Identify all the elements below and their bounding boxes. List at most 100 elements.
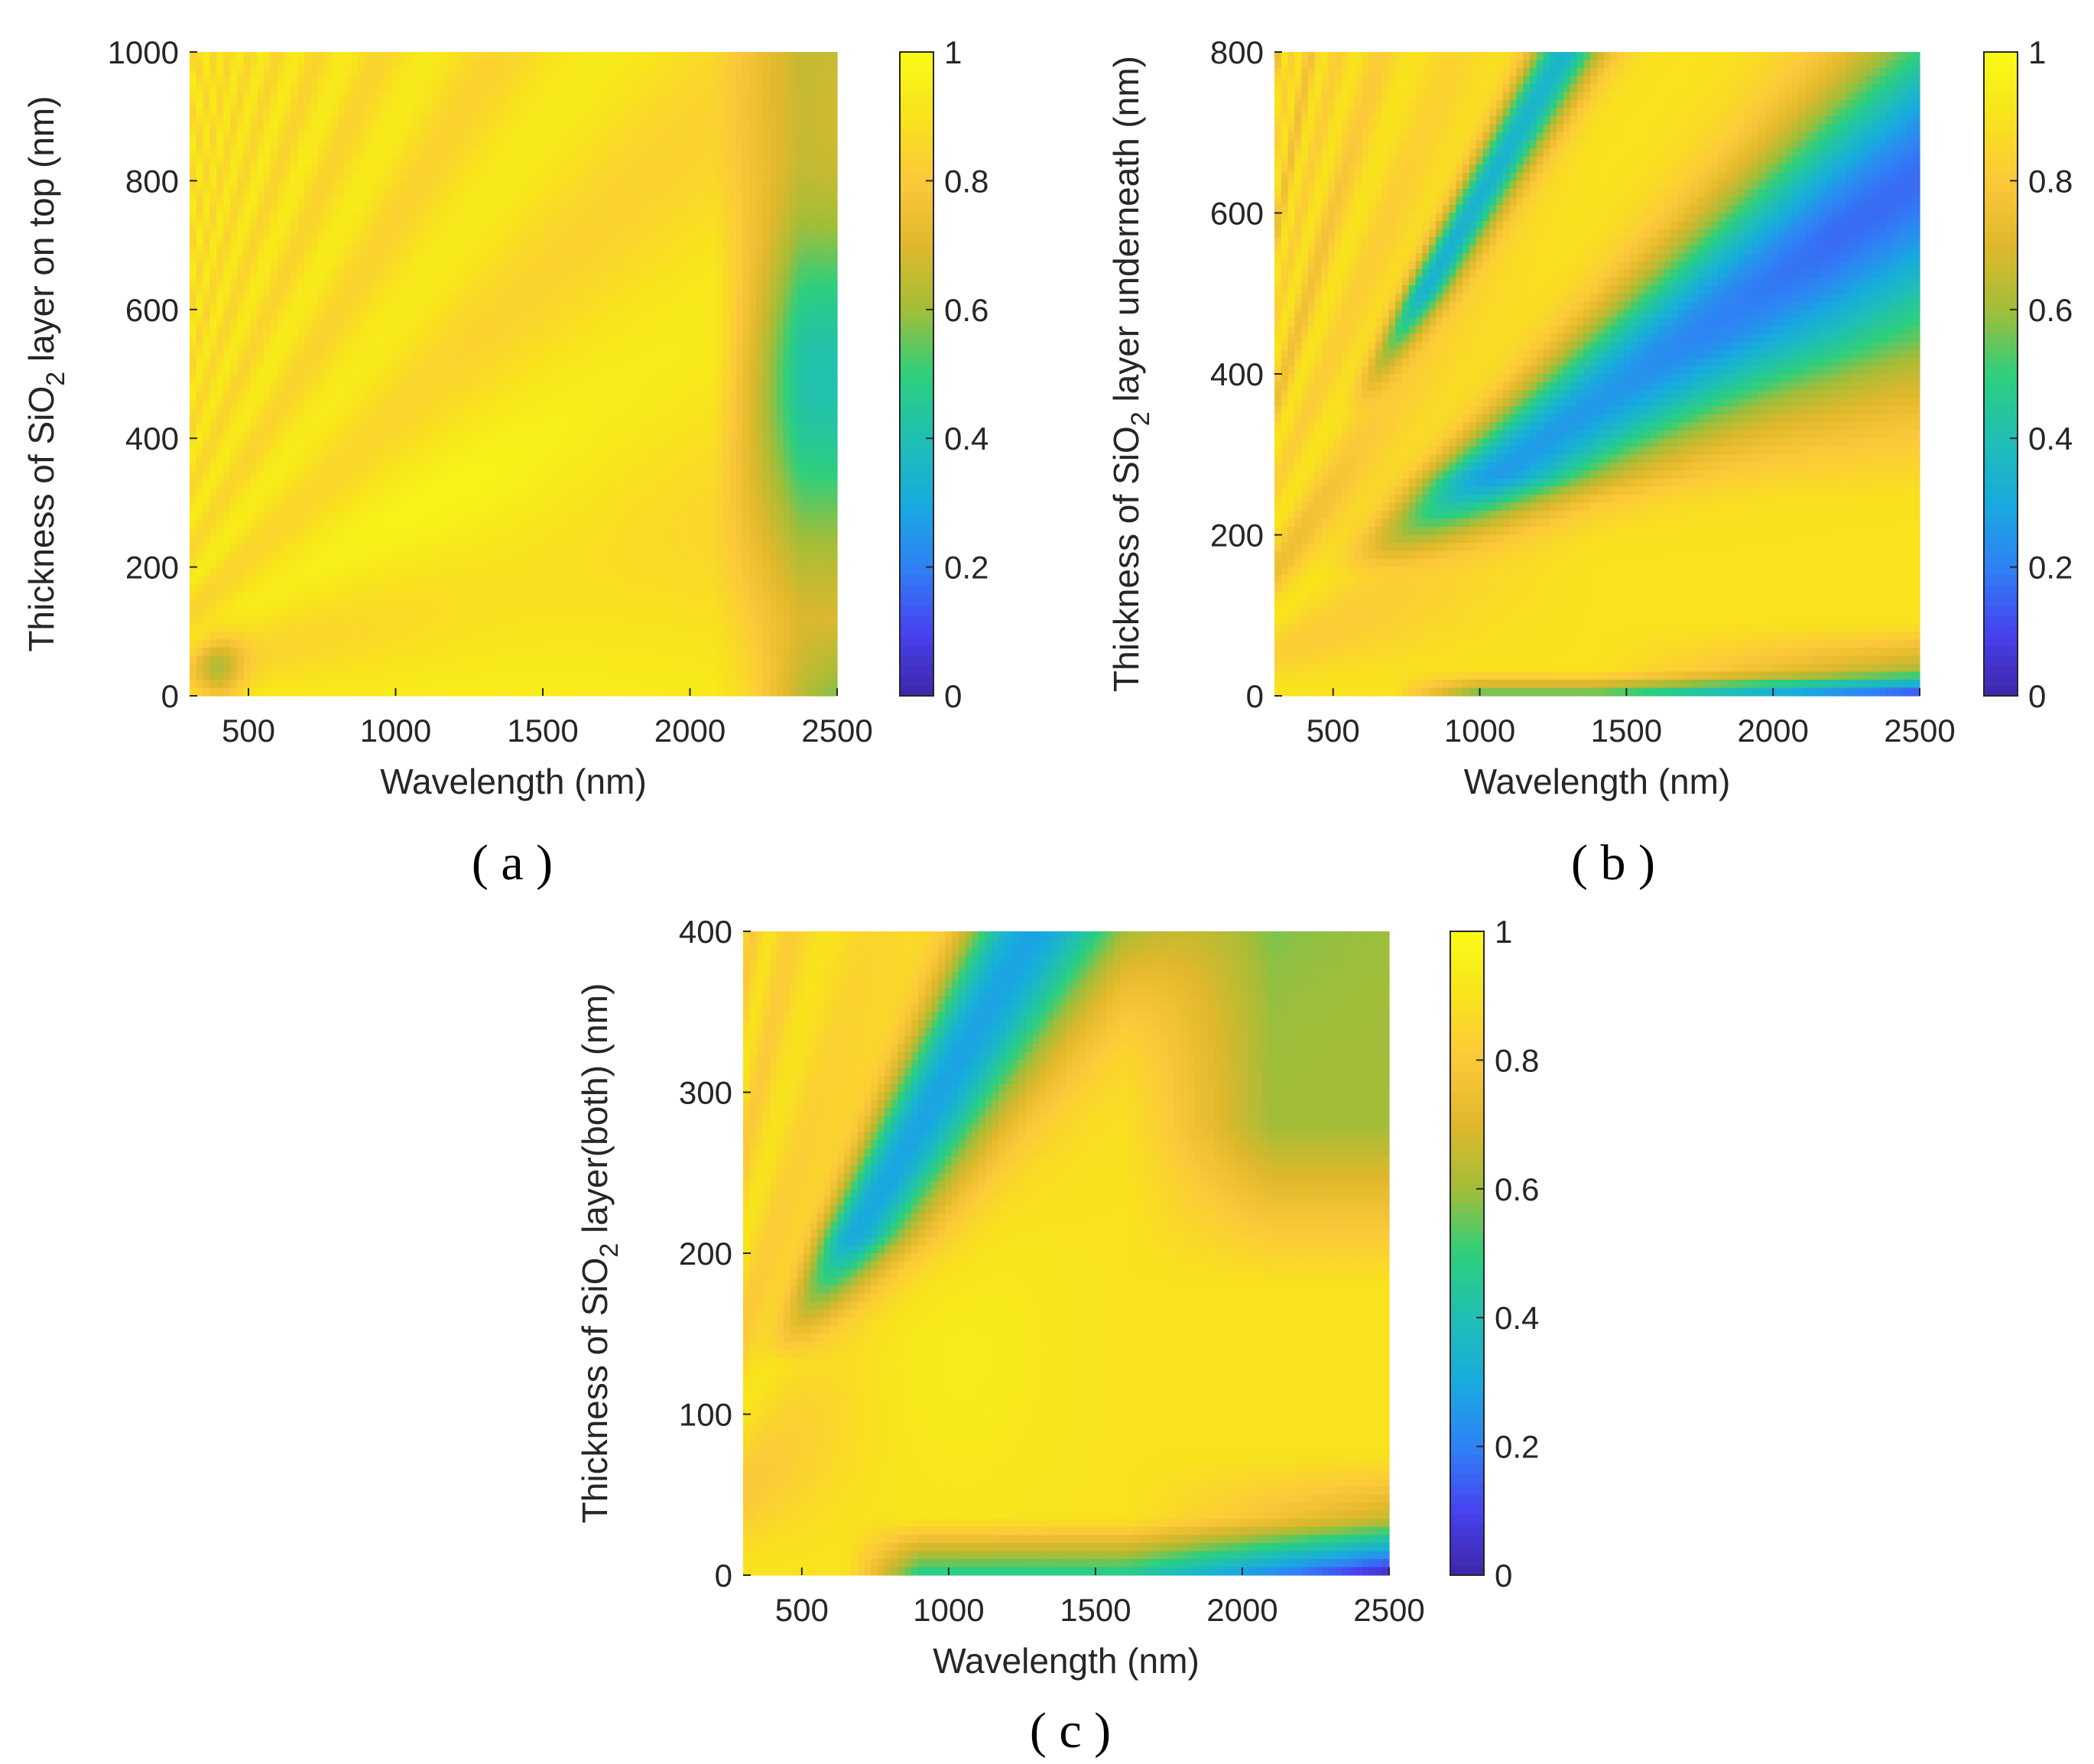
heatmap-cell <box>601 109 608 117</box>
heatmap-cell <box>203 157 210 165</box>
heatmap-cell <box>378 84 385 93</box>
heatmap-cell <box>486 60 493 69</box>
heatmap-cell <box>635 157 641 165</box>
heatmap-cell <box>324 205 331 213</box>
heatmap-cell <box>359 164 365 173</box>
heatmap-cell <box>689 100 696 109</box>
heatmap-cell <box>244 141 251 149</box>
heatmap-cell <box>703 164 709 173</box>
heatmap-cell <box>742 100 749 109</box>
heatmap-cell <box>641 109 648 117</box>
heatmap-cell <box>520 141 527 149</box>
heatmap-cell <box>433 173 440 181</box>
heatmap-cell <box>507 189 514 197</box>
heatmap-cell <box>291 141 297 149</box>
heatmap-cell <box>668 141 675 149</box>
heatmap-cell <box>648 93 655 101</box>
heatmap-cell <box>459 132 466 141</box>
heatmap-cell <box>291 93 297 101</box>
heatmap-cell <box>311 164 318 173</box>
heatmap-cell <box>412 148 419 157</box>
heatmap-cell <box>271 141 278 149</box>
heatmap-cell <box>777 141 784 149</box>
heatmap-cell <box>419 180 426 189</box>
heatmap-cell <box>736 173 743 181</box>
heatmap-cell <box>230 157 237 165</box>
heatmap-cell <box>216 132 223 141</box>
heatmap-cell <box>756 84 763 93</box>
heatmap-cell <box>763 189 770 197</box>
heatmap-cell <box>749 164 756 173</box>
heatmap-cell <box>405 141 412 149</box>
heatmap-cell <box>264 84 271 93</box>
heatmap-cell <box>264 197 271 205</box>
heatmap-cell <box>742 132 749 141</box>
heatmap-cell <box>405 76 412 85</box>
heatmap-cell <box>622 189 628 197</box>
heatmap-cell <box>318 164 325 173</box>
heatmap-cell <box>722 157 729 165</box>
heatmap-cell <box>763 100 770 109</box>
heatmap-cell <box>541 148 547 157</box>
heatmap-cell <box>352 205 359 213</box>
heatmap-cell <box>648 68 655 76</box>
heatmap-cell <box>608 157 615 165</box>
heatmap-cell <box>736 189 743 197</box>
heatmap-cell <box>635 132 641 141</box>
heatmap-cell <box>830 157 837 165</box>
heatmap-cell <box>601 148 608 157</box>
heatmap-cell <box>560 60 567 69</box>
heatmap-cell <box>527 180 534 189</box>
heatmap-cell <box>648 76 655 85</box>
heatmap-cell <box>486 125 493 133</box>
heatmap-cell <box>641 68 648 76</box>
heatmap-cell <box>190 109 196 117</box>
heatmap-cell <box>763 141 770 149</box>
heatmap-cell <box>601 164 608 173</box>
heatmap-cell <box>541 68 547 76</box>
heatmap-cell <box>615 148 622 157</box>
heatmap-cell <box>493 76 500 85</box>
heatmap-cell <box>278 116 284 125</box>
heatmap-cell <box>439 197 446 205</box>
heatmap-cell <box>392 157 399 165</box>
heatmap-cell <box>581 60 588 69</box>
heatmap-cell <box>729 180 736 189</box>
heatmap-cell <box>439 125 446 133</box>
heatmap-cell <box>716 52 722 60</box>
heatmap-cell <box>257 173 264 181</box>
heatmap-cell <box>797 148 804 157</box>
heatmap-cell <box>203 52 210 60</box>
heatmap-cell <box>473 84 480 93</box>
heatmap-cell <box>703 109 709 117</box>
heatmap-cell <box>345 157 352 165</box>
heatmap-cell <box>237 93 244 101</box>
heatmap-cell <box>797 197 804 205</box>
heatmap-cell <box>500 109 507 117</box>
heatmap-cell <box>703 100 709 109</box>
heatmap-cell <box>209 100 216 109</box>
heatmap-cell <box>736 68 743 76</box>
heatmap-cell <box>655 116 662 125</box>
heatmap-cell <box>696 109 703 117</box>
heatmap-a <box>190 52 838 697</box>
heatmap-cell <box>257 180 264 189</box>
heatmap-cell <box>736 76 743 85</box>
heatmap-cell <box>675 197 682 205</box>
heatmap-cell <box>675 60 682 69</box>
heatmap-cell <box>223 52 230 60</box>
heatmap-cell <box>385 109 392 117</box>
heatmap-cell <box>520 76 527 85</box>
heatmap-cell <box>641 197 648 205</box>
heatmap-cell <box>466 60 473 69</box>
heatmap-cell <box>514 84 521 93</box>
heatmap-cell <box>237 164 244 173</box>
heatmap-cell <box>439 84 446 93</box>
heatmap-cell <box>216 205 223 213</box>
heatmap-cell <box>284 148 291 157</box>
heatmap-cell <box>392 84 399 93</box>
heatmap-cell <box>419 157 426 165</box>
heatmap-cell <box>804 60 810 69</box>
heatmap-cell <box>459 205 466 213</box>
heatmap-cell <box>709 68 716 76</box>
